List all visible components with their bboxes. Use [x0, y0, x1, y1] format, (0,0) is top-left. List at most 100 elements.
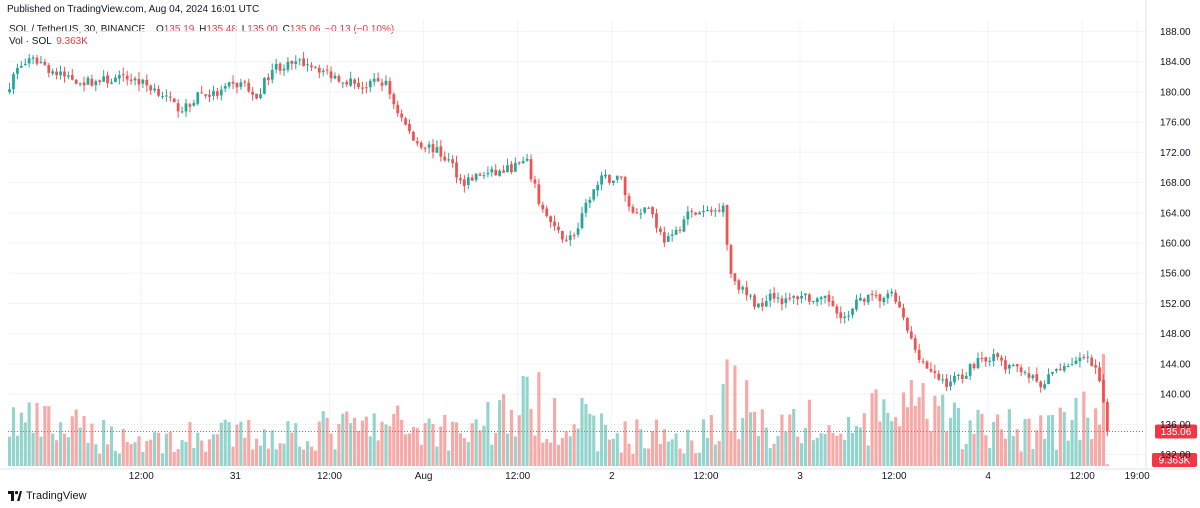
- volume-bar: [282, 443, 286, 466]
- volume-bar: [1054, 449, 1058, 466]
- candle-body: [753, 295, 756, 307]
- candle-body: [737, 280, 741, 290]
- volume-bar: [560, 438, 564, 466]
- candle-body: [39, 61, 43, 64]
- volume-bar: [796, 436, 800, 466]
- volume-bar: [913, 405, 917, 466]
- x-tick-label: 31: [230, 471, 242, 482]
- candle-body: [757, 303, 760, 308]
- volume-bar: [102, 419, 106, 466]
- volume-bar: [643, 448, 647, 466]
- candle-body: [459, 178, 462, 181]
- volume-bar: [525, 376, 529, 466]
- volume-bar: [482, 425, 486, 466]
- candle-body: [843, 316, 847, 318]
- volume-bar: [858, 427, 862, 466]
- candle-body: [423, 147, 427, 149]
- candle-body: [808, 294, 811, 302]
- candle-body: [1043, 384, 1047, 389]
- volume-bar: [286, 421, 290, 466]
- volume-bar: [302, 449, 306, 466]
- candle-body: [388, 81, 392, 95]
- open-value: 135.19: [163, 24, 195, 35]
- volume-bar: [1023, 419, 1027, 466]
- candle-body: [451, 159, 454, 163]
- volume-bar: [631, 453, 635, 466]
- volume-bar: [533, 435, 537, 466]
- volume-bar: [984, 435, 988, 466]
- candle-body: [615, 175, 619, 180]
- volume-bar: [113, 450, 117, 466]
- volume-bar: [537, 372, 541, 466]
- volume-bar: [274, 449, 278, 466]
- volume-bar: [815, 437, 819, 466]
- candle-body: [345, 81, 349, 85]
- volume-bar: [690, 440, 694, 466]
- volume-bar: [854, 425, 859, 466]
- volume-legend: Vol · SOL 9.363K: [9, 36, 88, 47]
- candle-body: [415, 141, 419, 144]
- volume-bar: [619, 452, 623, 466]
- volume-bar: [313, 450, 317, 466]
- volume-bar: [239, 421, 243, 466]
- y-tick-label: 168.00: [1160, 178, 1191, 189]
- volume-bar: [803, 428, 808, 466]
- volume-bar: [1082, 391, 1086, 466]
- candle-body: [960, 374, 964, 379]
- candle-body: [1070, 364, 1074, 366]
- volume-bar: [776, 435, 780, 466]
- candle-body: [858, 297, 862, 301]
- candle-body: [694, 212, 698, 215]
- volume-bar: [486, 402, 490, 466]
- symbol-label[interactable]: SOL / TetherUS, 30, BINANCE: [9, 24, 146, 35]
- candle-body: [627, 195, 631, 207]
- volume-label[interactable]: Vol · SOL: [9, 36, 52, 47]
- candle-body: [502, 170, 505, 173]
- y-tick-label: 132.00: [1160, 450, 1191, 461]
- volume-bar: [1043, 438, 1047, 466]
- close-value: 135.06: [289, 24, 321, 35]
- volume-bar: [1070, 419, 1074, 466]
- candle-body: [921, 361, 925, 363]
- candle-body: [59, 71, 62, 76]
- candle-body: [557, 226, 560, 231]
- candle-body: [576, 228, 580, 235]
- candlesticks: [8, 51, 1109, 436]
- volume-bar: [768, 447, 772, 466]
- candle-body: [949, 381, 952, 387]
- volume-bar: [1101, 354, 1106, 466]
- volume-bar: [470, 423, 474, 466]
- volume-bar: [713, 444, 717, 466]
- candle-body: [259, 94, 262, 99]
- volume-bar: [964, 443, 968, 466]
- high-value: 135.48: [206, 24, 237, 35]
- candle-body: [1035, 374, 1039, 382]
- volume-bar: [478, 430, 482, 466]
- volume-bar: [502, 394, 506, 466]
- volume-bar: [1019, 451, 1023, 466]
- candle-body: [215, 91, 219, 96]
- volume-bar: [35, 402, 39, 466]
- volume-bar: [251, 449, 255, 466]
- candle-body: [925, 361, 929, 369]
- volume-bar: [1062, 411, 1066, 466]
- candle-body: [894, 292, 898, 302]
- candle-body: [1066, 365, 1070, 367]
- volume-bar: [596, 451, 600, 466]
- candle-body: [86, 77, 90, 85]
- candle-body: [886, 293, 890, 299]
- volume-bar: [211, 434, 216, 466]
- x-tick-label: 12:00: [505, 471, 530, 482]
- volume-bar: [137, 436, 141, 466]
- low-value: 135.00: [247, 24, 278, 35]
- volume-bar: [353, 417, 357, 466]
- tradingview-brand[interactable]: TradingView: [8, 490, 87, 502]
- candle-body: [655, 213, 658, 228]
- candle-body: [1090, 357, 1094, 366]
- volume-bar: [1090, 439, 1094, 466]
- x-tick-label: Aug: [415, 471, 433, 482]
- candle-body: [35, 57, 39, 64]
- candle-body: [717, 210, 721, 212]
- x-tick-label: 2: [609, 471, 615, 482]
